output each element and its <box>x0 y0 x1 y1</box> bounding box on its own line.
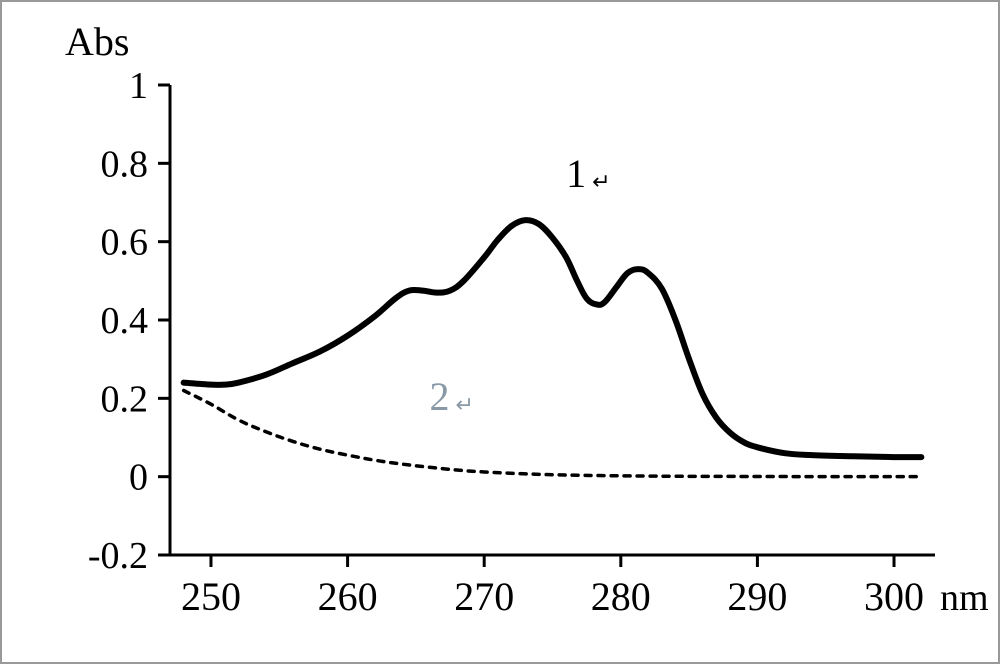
x-tick-label: 270 <box>454 574 514 619</box>
y-tick-label: 1 <box>129 65 148 107</box>
x-tick-label: 290 <box>727 574 787 619</box>
svg-text:↵: ↵ <box>456 392 474 417</box>
svg-text:↵: ↵ <box>592 169 610 194</box>
series-group <box>184 220 922 477</box>
plot-frame <box>170 85 935 555</box>
spectrum-chart: -0.2 0 0.2 0.4 0.6 0.8 1 250 260 270 280 290 300 Ab… <box>0 0 1000 664</box>
series-1 <box>184 220 922 457</box>
y-tick-label: 0.6 <box>101 222 149 264</box>
x-tick-label: 260 <box>318 574 378 619</box>
x-tick-label: 280 <box>591 574 651 619</box>
outer-border <box>1 1 999 663</box>
y-axis-ticks: -0.2 0 0.2 0.4 0.6 0.8 1 <box>88 65 170 577</box>
svg-text:2: 2 <box>430 374 450 419</box>
x-tick-label: 300 <box>864 574 924 619</box>
series-2 <box>184 391 922 477</box>
chart-svg: -0.2 0 0.2 0.4 0.6 0.8 1 250 260 270 280 290 300 Ab… <box>0 0 1000 664</box>
y-tick-label: -0.2 <box>88 535 148 577</box>
svg-text:1: 1 <box>566 151 586 196</box>
y-tick-label: 0.4 <box>101 300 149 342</box>
x-axis-ticks: 250 260 270 280 290 300 <box>181 555 924 619</box>
y-tick-label: 0.2 <box>101 378 149 420</box>
series-1-label: 1↵ <box>566 151 610 196</box>
x-tick-label: 250 <box>181 574 241 619</box>
y-axis-label: Abs <box>65 19 129 64</box>
y-tick-label: 0 <box>129 457 148 499</box>
y-tick-label: 0.8 <box>101 143 149 185</box>
x-axis-unit: nm <box>940 577 989 619</box>
series-2-label: 2↵ <box>430 374 474 419</box>
